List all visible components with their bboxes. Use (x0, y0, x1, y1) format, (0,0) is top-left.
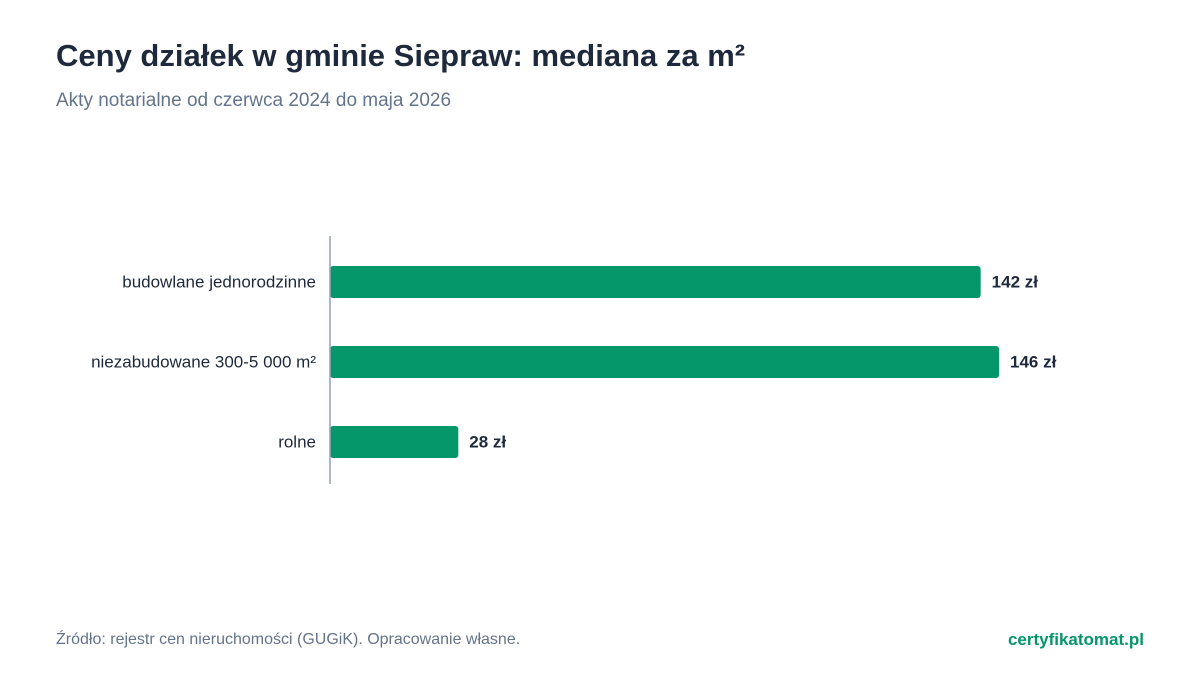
category-label: budowlane jednorodzinne (122, 273, 316, 292)
value-label: 28 zł (469, 433, 506, 452)
category-label: rolne (278, 433, 316, 452)
category-label: niezabudowane 300-5 000 m² (91, 353, 316, 372)
bar (330, 426, 459, 458)
bar (330, 266, 981, 298)
value-label: 146 zł (1010, 353, 1057, 372)
value-label: 142 zł (992, 273, 1039, 292)
source-note: Źródło: rejestr cen nieruchomości (GUGiK… (56, 631, 521, 648)
brand-link[interactable]: certyfikatomat.pl (1007, 630, 1144, 649)
bar (330, 346, 999, 378)
chart-subtitle: Akty notarialne od czerwca 2024 do maja … (56, 90, 452, 111)
chart-title: Ceny działek w gminie Siepraw: mediana z… (56, 38, 746, 73)
